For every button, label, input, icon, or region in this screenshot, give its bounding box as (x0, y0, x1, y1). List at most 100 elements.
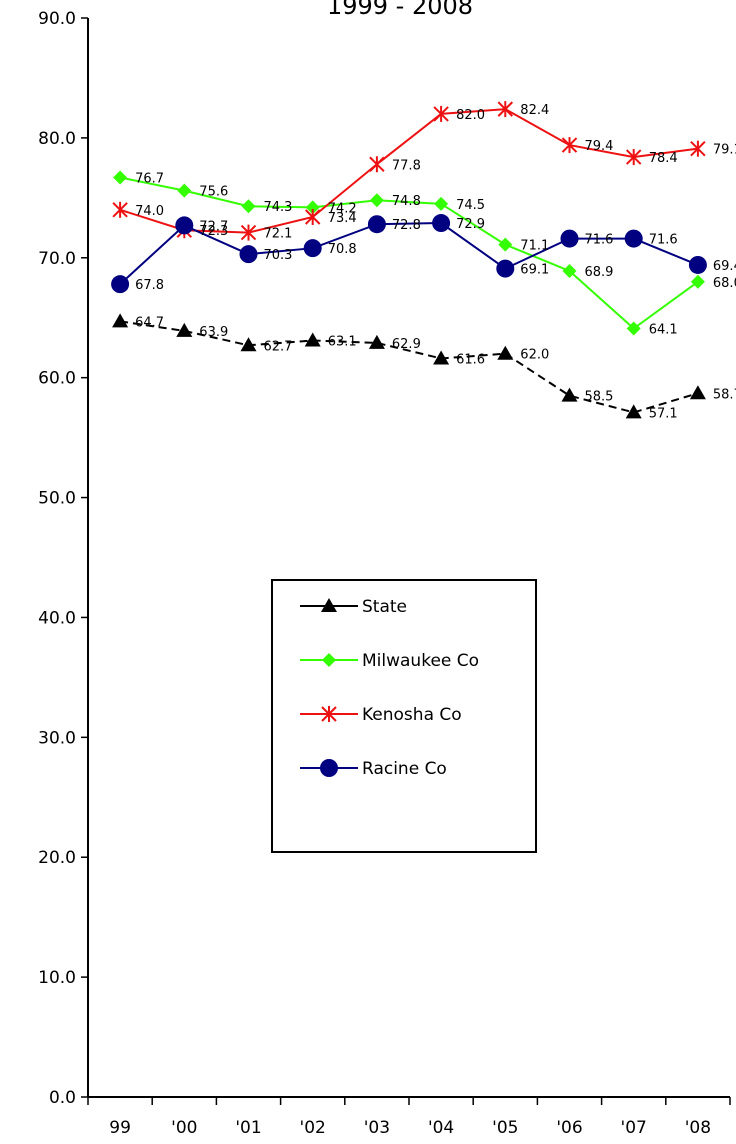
legend-item: State (300, 597, 407, 617)
data-label: 68.9 (585, 265, 614, 280)
data-point (112, 313, 129, 328)
data-point (498, 237, 513, 252)
data-label: 79.4 (585, 139, 614, 154)
data-point (562, 263, 577, 278)
data-point (240, 224, 257, 241)
series-kenosha-co (112, 101, 706, 241)
circle-marker (320, 759, 338, 777)
circle-marker (175, 216, 194, 235)
y-tick-label: 60.0 (38, 369, 76, 389)
diamond-marker (322, 653, 336, 667)
data-label: 74.8 (392, 194, 421, 209)
data-point (626, 321, 641, 336)
data-point (304, 332, 321, 347)
diamond-marker (690, 274, 705, 289)
triangle-marker (176, 322, 193, 337)
legend-item: Racine Co (300, 759, 447, 779)
legend-marker (322, 653, 336, 667)
circle-marker (111, 275, 130, 294)
x-tick-label: '02 (300, 1118, 326, 1138)
x-tick-label: '06 (556, 1118, 582, 1138)
legend-marker (320, 759, 338, 777)
data-point (690, 274, 705, 289)
data-label: 70.8 (328, 242, 357, 257)
data-label: 82.0 (456, 108, 485, 123)
y-tick-label: 0.0 (49, 1088, 76, 1108)
data-label: 71.6 (649, 233, 678, 248)
data-point (113, 170, 128, 185)
data-label: 58.7 (713, 387, 736, 402)
triangle-marker (304, 332, 321, 347)
data-label: 76.7 (135, 171, 164, 186)
data-label: 64.1 (649, 323, 678, 338)
x-tick-label: '05 (492, 1118, 518, 1138)
circle-marker (367, 215, 386, 234)
data-label: 77.8 (392, 158, 421, 173)
y-tick-label: 20.0 (38, 848, 76, 868)
series-layer (111, 101, 707, 419)
data-point (690, 140, 706, 157)
data-point (561, 387, 578, 402)
diamond-marker (241, 199, 256, 214)
y-tick-label: 50.0 (38, 489, 76, 509)
circle-marker (496, 259, 515, 278)
data-point (624, 229, 643, 248)
x-tick-label: '07 (621, 1118, 647, 1138)
data-point (111, 275, 130, 294)
data-labels: 64.7 63.9 62.7 63.1 62.9 61.6 62.0 58.5 57.1 58. 7… (135, 103, 736, 421)
diamond-marker (562, 263, 577, 278)
data-point (112, 201, 128, 218)
y-tick-label: 30.0 (38, 728, 76, 748)
data-point (560, 229, 579, 248)
data-label: 72.3 (199, 224, 228, 239)
x-tick-label: '03 (364, 1118, 390, 1138)
data-label: 57.1 (649, 406, 678, 421)
series-line (119, 320, 699, 414)
data-point (688, 255, 707, 274)
series-state (112, 313, 706, 419)
triangle-marker (368, 334, 385, 349)
data-label: 61.6 (456, 352, 485, 367)
data-point (561, 137, 578, 154)
data-point (305, 200, 320, 215)
data-point (367, 215, 386, 234)
data-label: 72.9 (456, 217, 485, 232)
data-label: 70.3 (264, 248, 293, 263)
series-racine-co (111, 214, 707, 294)
data-label: 72.8 (392, 218, 421, 233)
legend-marker (321, 598, 337, 612)
triangle-marker (321, 598, 337, 612)
data-point (241, 199, 256, 214)
data-point (689, 385, 706, 400)
data-label: 75.6 (199, 185, 228, 200)
data-label: 58.5 (585, 390, 614, 405)
data-label: 72.1 (264, 227, 293, 242)
y-tick-label: 40.0 (38, 608, 76, 628)
legend-label: State (362, 597, 407, 617)
diamond-marker (305, 200, 320, 215)
series-line (119, 176, 699, 330)
diamond-marker (113, 170, 128, 185)
y-tick-label: 70.0 (38, 249, 76, 269)
triangle-marker (561, 387, 578, 402)
diamond-marker (626, 321, 641, 336)
legend-item: Kenosha Co (300, 705, 462, 725)
data-point (625, 404, 642, 419)
diamond-marker (434, 196, 449, 211)
data-point (369, 193, 384, 208)
legend-marker (321, 706, 337, 722)
triangle-marker (112, 313, 129, 328)
data-point (433, 105, 449, 122)
data-point (497, 345, 514, 360)
data-point (433, 350, 450, 365)
data-point (368, 334, 385, 349)
x-tick-label: '04 (428, 1118, 454, 1138)
data-label: 82.4 (520, 103, 549, 118)
legend-box (271, 579, 537, 853)
data-label: 72.7 (199, 219, 228, 234)
series-line (119, 222, 699, 285)
x-tick-label: 99 (109, 1118, 131, 1138)
legend-label: Milwaukee Co (362, 651, 479, 671)
data-label: 74.5 (456, 198, 485, 213)
